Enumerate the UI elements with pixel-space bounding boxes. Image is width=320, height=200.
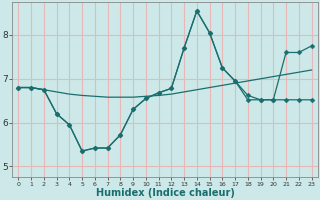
X-axis label: Humidex (Indice chaleur): Humidex (Indice chaleur) xyxy=(96,188,234,198)
